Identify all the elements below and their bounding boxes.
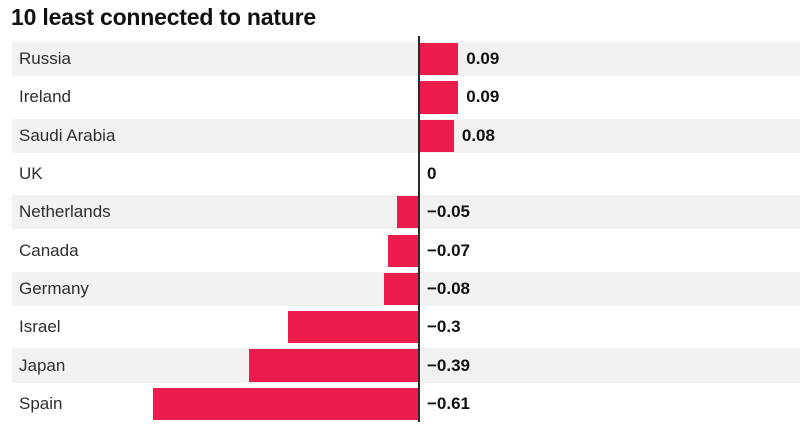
chart-title: 10 least connected to nature bbox=[11, 4, 316, 30]
category-label: Ireland bbox=[19, 87, 71, 107]
category-label: Russia bbox=[19, 49, 71, 69]
value-label: 0.09 bbox=[466, 87, 500, 107]
category-label: Germany bbox=[19, 278, 89, 298]
chart-row: Canada −0.07 bbox=[0, 232, 800, 270]
category-label: Canada bbox=[19, 240, 79, 260]
category-label: Saudi Arabia bbox=[19, 125, 116, 145]
data-bar bbox=[288, 311, 419, 344]
data-bar bbox=[419, 81, 459, 114]
category-label: Spain bbox=[19, 393, 63, 413]
row-stripe bbox=[12, 118, 800, 153]
data-bar bbox=[419, 43, 459, 76]
chart-row: Israel −0.3 bbox=[0, 308, 800, 346]
data-bar bbox=[248, 349, 419, 382]
data-bar bbox=[388, 234, 419, 267]
value-label: −0.61 bbox=[427, 393, 471, 413]
row-stripe bbox=[12, 42, 800, 77]
chart-row: Germany −0.08 bbox=[0, 270, 800, 308]
value-label: −0.08 bbox=[427, 278, 471, 298]
chart-row: Netherlands −0.05 bbox=[0, 193, 800, 231]
chart-row: Spain −0.61 bbox=[0, 385, 800, 423]
value-label: −0.39 bbox=[427, 355, 471, 375]
zero-axis-line bbox=[418, 36, 420, 422]
value-label: −0.07 bbox=[427, 240, 471, 260]
chart-row: Saudi Arabia 0.08 bbox=[0, 117, 800, 155]
value-label: −0.05 bbox=[427, 202, 471, 222]
chart-rows: Russia 0.09 Ireland 0.09 Saudi Arabia 0.08 UK 0… bbox=[0, 40, 800, 423]
value-label: −0.3 bbox=[427, 317, 461, 337]
category-label: Netherlands bbox=[19, 202, 111, 222]
chart-row: Russia 0.09 bbox=[0, 40, 800, 78]
value-label: 0 bbox=[427, 164, 437, 184]
value-label: 0.08 bbox=[461, 125, 495, 145]
data-bar bbox=[384, 272, 419, 306]
chart-row: Japan −0.39 bbox=[0, 346, 800, 384]
data-bar bbox=[397, 196, 419, 229]
data-bar bbox=[153, 387, 419, 420]
chart-row: Ireland 0.09 bbox=[0, 78, 800, 116]
category-label: UK bbox=[19, 164, 43, 184]
category-label: Japan bbox=[19, 355, 66, 375]
data-bar bbox=[419, 119, 454, 152]
value-label: 0.09 bbox=[466, 49, 500, 69]
chart-row: UK 0 bbox=[0, 155, 800, 193]
category-label: Israel bbox=[19, 317, 61, 337]
